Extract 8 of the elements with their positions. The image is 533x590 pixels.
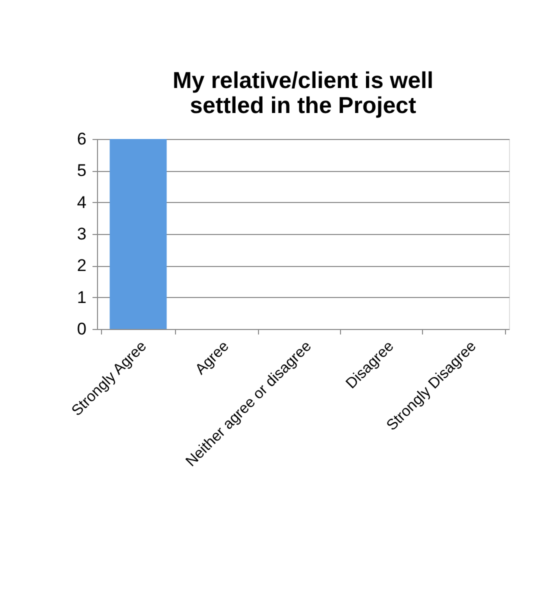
y-tick-label: 4 <box>77 192 86 212</box>
chart-title: My relative/client is well settled in the Project <box>172 67 434 118</box>
y-tick-label: 5 <box>77 161 86 180</box>
y-tick-label: 2 <box>77 256 86 276</box>
y-tick-label: 0 <box>77 320 86 338</box>
y-tick-label: 6 <box>77 130 86 148</box>
y-tick-label: 1 <box>77 288 86 307</box>
y-tick-label: 3 <box>77 224 86 244</box>
